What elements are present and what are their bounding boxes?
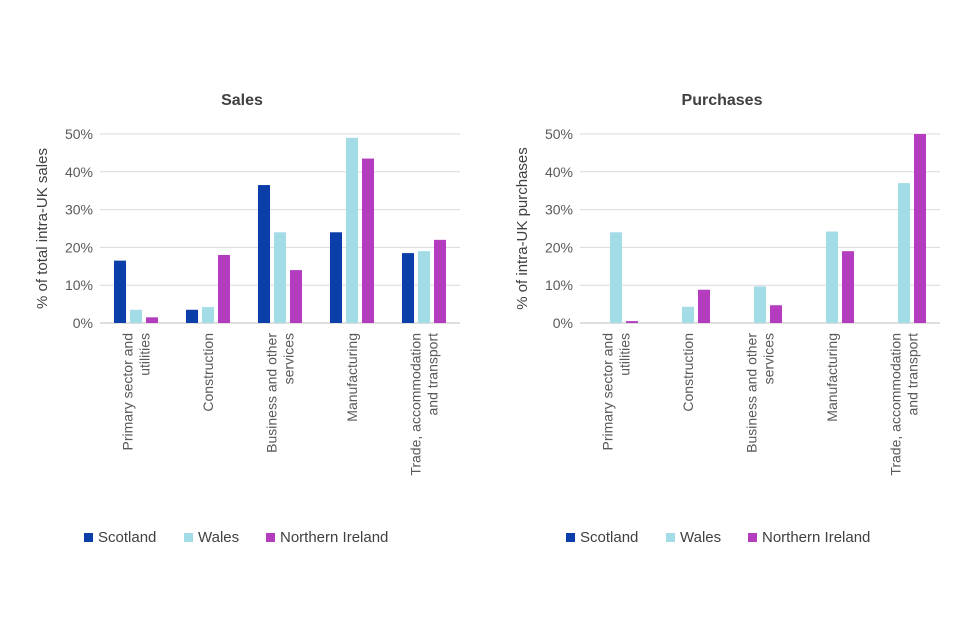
bar-scotland xyxy=(402,253,414,323)
x-tick-label-line: Construction xyxy=(680,333,696,412)
x-tick-label-line: services xyxy=(761,333,777,384)
bar-scotland xyxy=(258,185,270,323)
bar-northern-ireland xyxy=(842,251,854,323)
bar-northern-ireland xyxy=(626,321,638,323)
legend-label: Northern Ireland xyxy=(280,529,388,546)
bar-northern-ireland xyxy=(434,239,446,323)
chart-title: Purchases xyxy=(682,92,763,109)
x-tick-label: Trade, accommodationand transport xyxy=(408,333,441,476)
bar-scotland xyxy=(114,260,126,323)
legend-swatch xyxy=(266,533,275,542)
bar-northern-ireland xyxy=(290,270,302,323)
x-tick-label-line: and transport xyxy=(905,333,921,416)
x-tick-label-line: utilities xyxy=(137,333,153,376)
y-tick-label: 0% xyxy=(553,315,573,331)
legend-label: Northern Ireland xyxy=(762,529,870,546)
chart-sales: Sales 0% 10% 20% 30% 40% 50% % of total intra-U… xyxy=(34,92,460,546)
legend-label: Wales xyxy=(198,529,239,546)
x-tick-label: Primary sector andutilities xyxy=(120,333,153,450)
legend-label: Scotland xyxy=(98,529,156,546)
legend-swatch xyxy=(748,533,757,542)
x-tick-label: Manufacturing xyxy=(344,333,360,422)
legend-label: Wales xyxy=(680,529,721,546)
y-tick-label: 50% xyxy=(65,126,93,142)
bar-northern-ireland xyxy=(914,134,926,323)
x-tick-label: Manufacturing xyxy=(824,333,840,422)
bar-wales xyxy=(346,137,358,323)
x-tick-label-line: Trade, accommodation xyxy=(888,333,904,476)
y-tick-label: 10% xyxy=(65,277,93,293)
bar-wales xyxy=(826,231,838,323)
y-tick-label: 20% xyxy=(65,239,93,255)
x-tick-label: Business and otherservices xyxy=(264,333,297,453)
y-tick-label: 40% xyxy=(65,164,93,180)
x-tick-label-line: Business and other xyxy=(744,333,760,453)
y-tick-label: 0% xyxy=(73,315,93,331)
bar-northern-ireland xyxy=(770,305,782,323)
x-tick-label-line: Manufacturing xyxy=(344,333,360,422)
chart-purchases: Purchases 0% 10% 20% 30% 40% 50% % of intra-UK … xyxy=(514,92,940,546)
x-tick-label-line: Primary sector and xyxy=(600,333,616,450)
x-tick-label-line: Trade, accommodation xyxy=(408,333,424,476)
y-tick-label: 20% xyxy=(545,239,573,255)
legend-swatch xyxy=(84,533,93,542)
bar-wales xyxy=(418,251,430,323)
bar-wales xyxy=(130,309,142,323)
y-axis-label: % of intra-UK purchases xyxy=(514,147,531,310)
bar-northern-ireland xyxy=(362,158,374,323)
x-tick-label-line: Manufacturing xyxy=(824,333,840,422)
bar-scotland xyxy=(330,232,342,323)
bar-northern-ireland xyxy=(218,254,230,323)
x-tick-label-line: utilities xyxy=(617,333,633,376)
legend-label: Scotland xyxy=(580,529,638,546)
y-axis-label: % of total intra-UK sales xyxy=(34,148,51,309)
x-tick-label: Trade, accommodationand transport xyxy=(888,333,921,476)
x-tick-label-line: Business and other xyxy=(264,333,280,453)
bar-wales xyxy=(274,232,286,323)
x-tick-label: Primary sector andutilities xyxy=(600,333,633,450)
legend-swatch xyxy=(184,533,193,542)
legend-swatch xyxy=(666,533,675,542)
x-tick-label: Construction xyxy=(680,333,696,412)
x-tick-label-line: Primary sector and xyxy=(120,333,136,450)
chart-title: Sales xyxy=(221,92,263,109)
bar-wales xyxy=(754,286,766,323)
y-tick-label: 30% xyxy=(65,202,93,218)
x-tick-label-line: Construction xyxy=(200,333,216,412)
legend-swatch xyxy=(566,533,575,542)
y-tick-label: 40% xyxy=(545,164,573,180)
bar-wales xyxy=(610,232,622,323)
legend: Scotland Wales Northern Ireland xyxy=(84,529,388,546)
bar-northern-ireland xyxy=(146,317,158,323)
x-tick-label: Construction xyxy=(200,333,216,412)
x-tick-label-line: and transport xyxy=(425,333,441,416)
bar-scotland xyxy=(186,309,198,323)
legend: Scotland Wales Northern Ireland xyxy=(566,529,870,546)
bar-wales xyxy=(682,306,694,323)
x-tick-label-line: services xyxy=(281,333,297,384)
y-tick-label: 10% xyxy=(545,277,573,293)
y-tick-label: 30% xyxy=(545,202,573,218)
x-tick-label: Business and otherservices xyxy=(744,333,777,453)
bar-wales xyxy=(202,307,214,323)
bar-northern-ireland xyxy=(698,289,710,323)
bar-wales xyxy=(898,183,910,323)
y-tick-label: 50% xyxy=(545,126,573,142)
